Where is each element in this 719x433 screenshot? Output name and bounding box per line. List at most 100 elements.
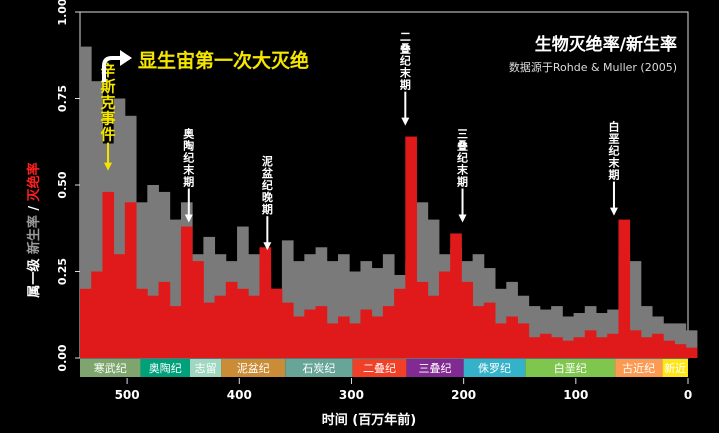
extinction-bar: [326, 323, 339, 358]
extinction-bar: [517, 323, 530, 358]
origination-bar: [338, 254, 350, 358]
extinction-bar: [506, 316, 518, 358]
origination-bar: [551, 306, 563, 358]
extinction-bar: [102, 191, 115, 358]
period-band: [463, 359, 526, 377]
period-label: 泥盆纪: [237, 361, 270, 375]
origination-bar: [80, 46, 92, 358]
origination-bar: [281, 240, 294, 358]
origination-bar: [315, 247, 328, 358]
x-tick-label: 300: [339, 388, 364, 402]
extinction-bar: [551, 337, 563, 358]
origination-bar: [326, 261, 339, 358]
origination-bar: [349, 271, 361, 358]
extinction-bar: [136, 288, 148, 358]
origination-bar: [562, 316, 575, 358]
extinction-bar: [124, 202, 137, 358]
extinction-bar: [394, 288, 406, 358]
origination-bar: [596, 313, 608, 358]
extinction-bar: [225, 281, 238, 358]
extinction-bar: [371, 316, 384, 358]
extinction-bar: [427, 295, 440, 358]
headline-text: 显生宙第一次大灭绝: [138, 50, 310, 72]
annotation-arrow-head: [609, 207, 618, 216]
headline-arrow: [102, 56, 122, 82]
origination-bar: [573, 313, 586, 358]
extinction-bar: [237, 288, 249, 358]
period-band: [80, 359, 141, 377]
extinction-bar: [562, 340, 575, 358]
period-band: [352, 359, 407, 377]
extinction-bar: [281, 302, 294, 358]
extinction-bar: [539, 333, 552, 358]
period-label: 三叠纪: [419, 362, 452, 375]
annotation-arrow-head: [458, 214, 467, 223]
period-band: [189, 359, 222, 377]
extinction-bar: [450, 233, 462, 358]
chart-subtitle: 数据源于Rohde & Muller (2005): [508, 61, 677, 74]
x-axis-label: 时间 (百万年前): [322, 412, 416, 428]
extinction-bar: [652, 333, 664, 358]
extinction-bar: [360, 309, 373, 358]
extinction-bar: [596, 337, 608, 358]
annotation-label: 二叠纪末期: [399, 31, 412, 92]
extinction-bar: [640, 337, 653, 358]
origination-bar: [147, 185, 159, 358]
origination-bar: [113, 98, 126, 358]
period-label: 奥陶纪: [149, 361, 182, 375]
extinction-bar: [315, 306, 328, 358]
extinction-bar: [304, 309, 317, 358]
origination-bar: [640, 306, 653, 358]
extinction-bar: [259, 247, 272, 358]
origination-bar: [293, 261, 305, 358]
extinction-bar: [674, 344, 687, 358]
period-label: 侏罗纪: [478, 362, 511, 375]
annotation-arrow-head: [184, 214, 193, 223]
extinction-bar: [685, 347, 698, 358]
period-label: 白垩纪: [554, 361, 587, 375]
x-tick-label: 500: [115, 388, 140, 402]
annotation-arrow-head: [104, 162, 113, 171]
annotation-label: 泥盆纪晚期: [261, 155, 274, 216]
extinction-bar: [147, 295, 159, 358]
origination-bar: [169, 219, 182, 358]
extinction-bar: [461, 281, 474, 358]
extinction-bar: [405, 136, 417, 358]
extinction-bar: [416, 281, 429, 358]
period-label: 古近纪: [622, 362, 655, 375]
annotation-label: 奥陶纪末期: [182, 127, 195, 189]
x-tick-label: 400: [227, 388, 252, 402]
headline-arrow-head: [120, 50, 132, 66]
extinction-bar: [349, 323, 361, 358]
extinction-bar: [293, 316, 305, 358]
period-label: 寒武纪: [94, 361, 127, 375]
y-tick-label: 0.25: [56, 258, 69, 285]
y-axis-label-part: /: [27, 201, 42, 215]
y-axis-label: 属一级 新生率 / 灭绝率: [26, 162, 42, 297]
origination-bar: [203, 236, 216, 358]
origination-bar: [528, 306, 541, 358]
x-tick-label: 0: [684, 388, 692, 402]
period-band: [285, 359, 353, 377]
period-band: [525, 359, 616, 377]
extinction-bar: [472, 306, 485, 358]
y-axis-label-part: 属一级: [26, 254, 42, 298]
extinction-bar: [483, 302, 496, 358]
period-label: 新近: [664, 361, 686, 375]
y-tick-label: 0.50: [56, 171, 69, 198]
extinction-bar: [573, 337, 586, 358]
origination-bar: [136, 202, 148, 358]
period-band: [221, 359, 286, 377]
y-axis-label-part: 新生率: [26, 215, 42, 254]
extinction-bar: [248, 295, 260, 358]
extinction-bar: [158, 281, 171, 358]
period-label: 志留: [195, 362, 217, 375]
y-tick-label: 1.00: [56, 0, 69, 26]
annotation-label: 三叠纪末期: [456, 128, 469, 189]
chart-title: 生物灭绝率/新生率: [534, 35, 677, 55]
title-block: 生物灭绝率/新生率 数据源于Rohde & Muller (2005): [509, 30, 677, 75]
period-band: [662, 359, 688, 377]
period-band: [140, 359, 190, 377]
x-tick-label: 100: [563, 388, 588, 402]
